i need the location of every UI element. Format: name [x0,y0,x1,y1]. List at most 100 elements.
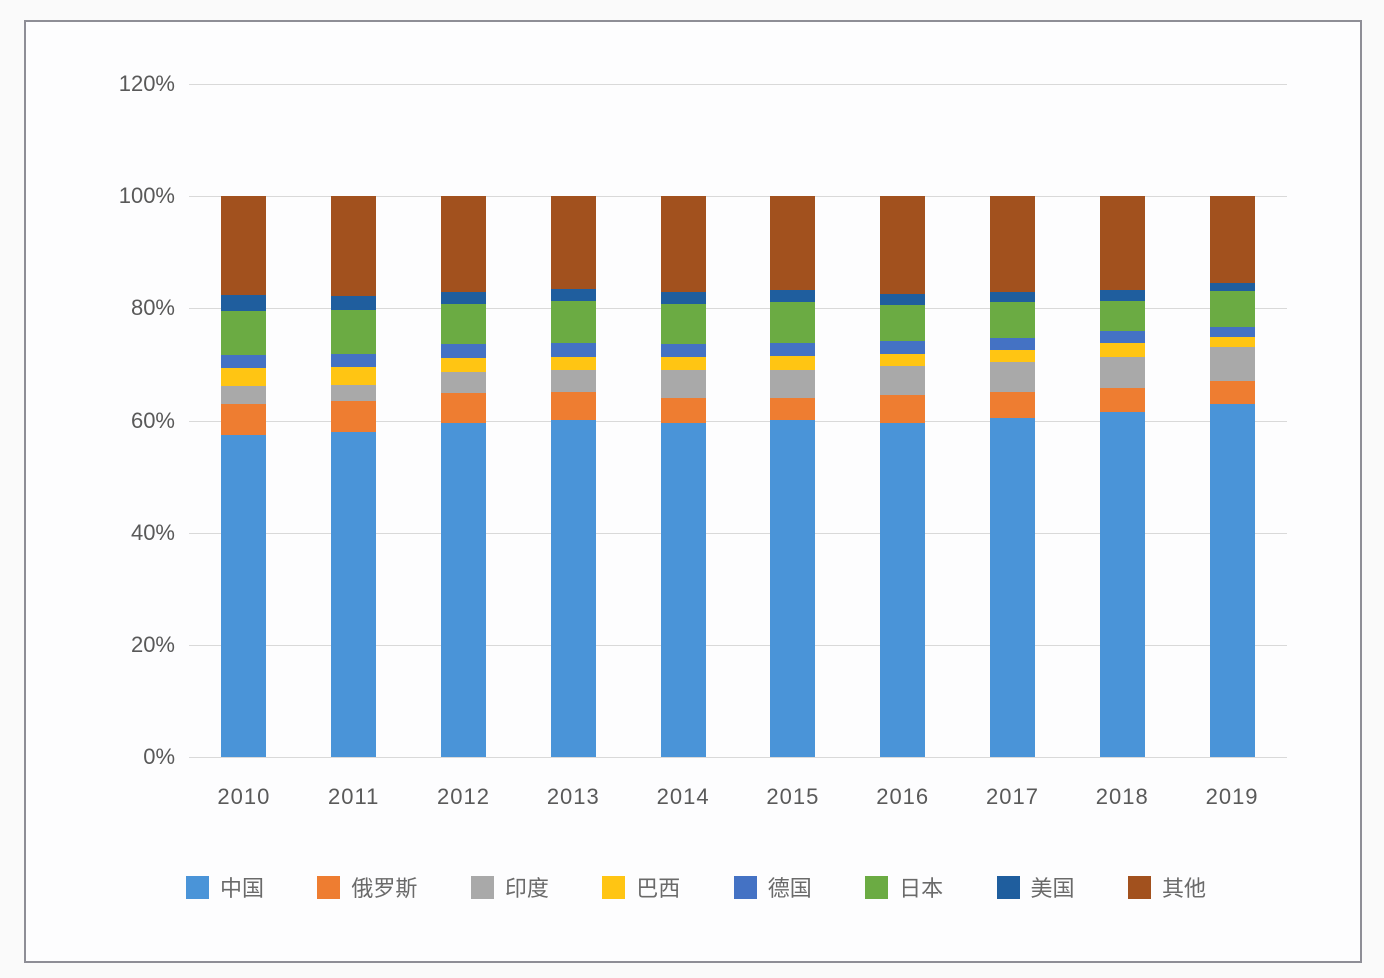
bar-segment-2016-美国 [880,293,926,306]
bar-segment-2013-印度 [550,369,596,393]
legend-swatch-俄罗斯 [317,875,341,899]
bar-segment-2011-其他 [331,196,377,297]
x-axis-label-2010: 2010 [217,784,271,809]
legend-swatch-中国 [186,875,209,899]
legend-item-日本: 日本 [865,871,943,903]
bar-segment-2014-巴西 [660,356,706,371]
y-axis-label-60: 60% [130,407,175,433]
bars-container [189,84,1287,757]
bar-segment-2013-巴西 [550,356,596,370]
bar-segment-2012-美国 [440,291,486,304]
bar-segment-2014-美国 [660,292,706,304]
bar-segment-2010-印度 [221,386,267,404]
bar-segment-2015-中国 [770,419,816,757]
bar-segment-2016-其他 [880,196,926,294]
y-axis-label-100: 100% [118,183,175,209]
bar-segment-2015-巴西 [770,356,816,370]
bar-2014 [660,196,706,757]
chart-panel: 0% 20% 40% 60% 80% 100% 120% 2010 2011 2012 2013 2… [24,20,1362,963]
bar-segment-2010-德国 [221,354,267,369]
bar-segment-2016-俄罗斯 [880,394,926,423]
bar-segment-2014-俄罗斯 [660,398,706,423]
bar-2016 [880,196,926,757]
bar-2017 [989,196,1035,757]
gridline-100 [189,196,1287,198]
bar-segment-2019-俄罗斯 [1209,380,1255,404]
bar-segment-2010-俄罗斯 [221,403,267,435]
gridline-60 [189,420,1287,422]
bar-segment-2019-美国 [1209,283,1255,291]
bar-segment-2019-其他 [1209,196,1255,284]
bar-segment-2017-中国 [989,418,1035,757]
bar-segment-2011-德国 [331,354,377,368]
gridline-120 [189,84,1287,85]
y-axis-label-40: 40% [130,519,175,545]
legend-item-其他: 其他 [1127,871,1206,903]
legend-swatch-日本 [865,875,889,899]
bar-segment-2013-德国 [550,343,596,357]
bar-segment-2018-其他 [1099,196,1145,290]
y-axis-label-80: 80% [130,295,175,321]
legend-item-巴西: 巴西 [602,871,680,903]
bar-segment-2011-美国 [331,296,377,310]
legend-label-中国: 中国 [220,876,265,901]
gridline-20 [189,644,1287,646]
legend-label-印度: 印度 [504,876,549,901]
bar-segment-2015-德国 [770,342,816,357]
bar-2015 [770,196,816,757]
bar-segment-2013-其他 [550,196,596,289]
gridline-80 [189,308,1287,310]
bar-segment-2017-巴西 [989,349,1035,363]
bar-segment-2017-其他 [989,196,1035,293]
bar-segment-2014-德国 [660,344,706,357]
x-axis-label-2019: 2019 [1205,784,1259,809]
x-axis-label-2015: 2015 [766,784,820,809]
bar-segment-2018-中国 [1099,412,1145,757]
bar-segment-2019-中国 [1209,403,1255,757]
bar-segment-2012-巴西 [440,357,486,373]
legend-item-印度: 印度 [470,871,549,903]
legend-swatch-印度 [470,875,494,899]
bar-segment-2019-巴西 [1209,336,1255,348]
bar-2010 [221,196,267,757]
bar-2012 [440,196,486,757]
bar-segment-2011-印度 [331,385,377,402]
bar-segment-2015-俄罗斯 [770,398,816,420]
x-axis-label-2012: 2012 [437,784,490,809]
bar-segment-2015-日本 [770,302,816,343]
legend-item-美国: 美国 [996,871,1075,903]
bar-segment-2010-巴西 [221,368,267,387]
bar-segment-2012-其他 [440,196,486,292]
bar-segment-2012-中国 [440,422,486,757]
bar-segment-2017-德国 [989,337,1035,350]
bar-segment-2012-德国 [440,344,486,358]
x-axis-label-2018: 2018 [1095,784,1149,809]
bar-2011 [331,196,377,757]
bar-segment-2015-其他 [770,196,816,291]
bar-segment-2018-美国 [1099,289,1145,301]
legend-label-美国: 美国 [1030,876,1075,901]
bar-segment-2014-中国 [660,422,706,757]
legend-swatch-美国 [996,875,1020,899]
bar-segment-2018-日本 [1099,300,1145,332]
legend-label-日本: 日本 [899,876,944,901]
bar-segment-2015-美国 [770,290,816,303]
bar-segment-2016-中国 [880,422,926,757]
bar-segment-2015-印度 [770,369,816,399]
bar-segment-2010-中国 [221,434,267,757]
bar-segment-2010-日本 [221,310,267,355]
bar-segment-2017-俄罗斯 [989,392,1035,419]
legend-swatch-其他 [1127,875,1151,899]
gridline-40 [189,532,1287,534]
bar-segment-2013-中国 [550,419,596,757]
bar-2019 [1209,196,1255,757]
bar-segment-2019-印度 [1209,347,1255,381]
bar-segment-2012-日本 [440,303,486,345]
bar-segment-2016-德国 [880,340,926,355]
legend-item-俄罗斯: 俄罗斯 [317,871,417,903]
bar-segment-2014-日本 [660,303,706,345]
legend-swatch-德国 [733,875,757,899]
bar-segment-2014-印度 [660,370,706,399]
gridline-0 [189,757,1287,758]
bar-segment-2017-日本 [989,301,1035,338]
